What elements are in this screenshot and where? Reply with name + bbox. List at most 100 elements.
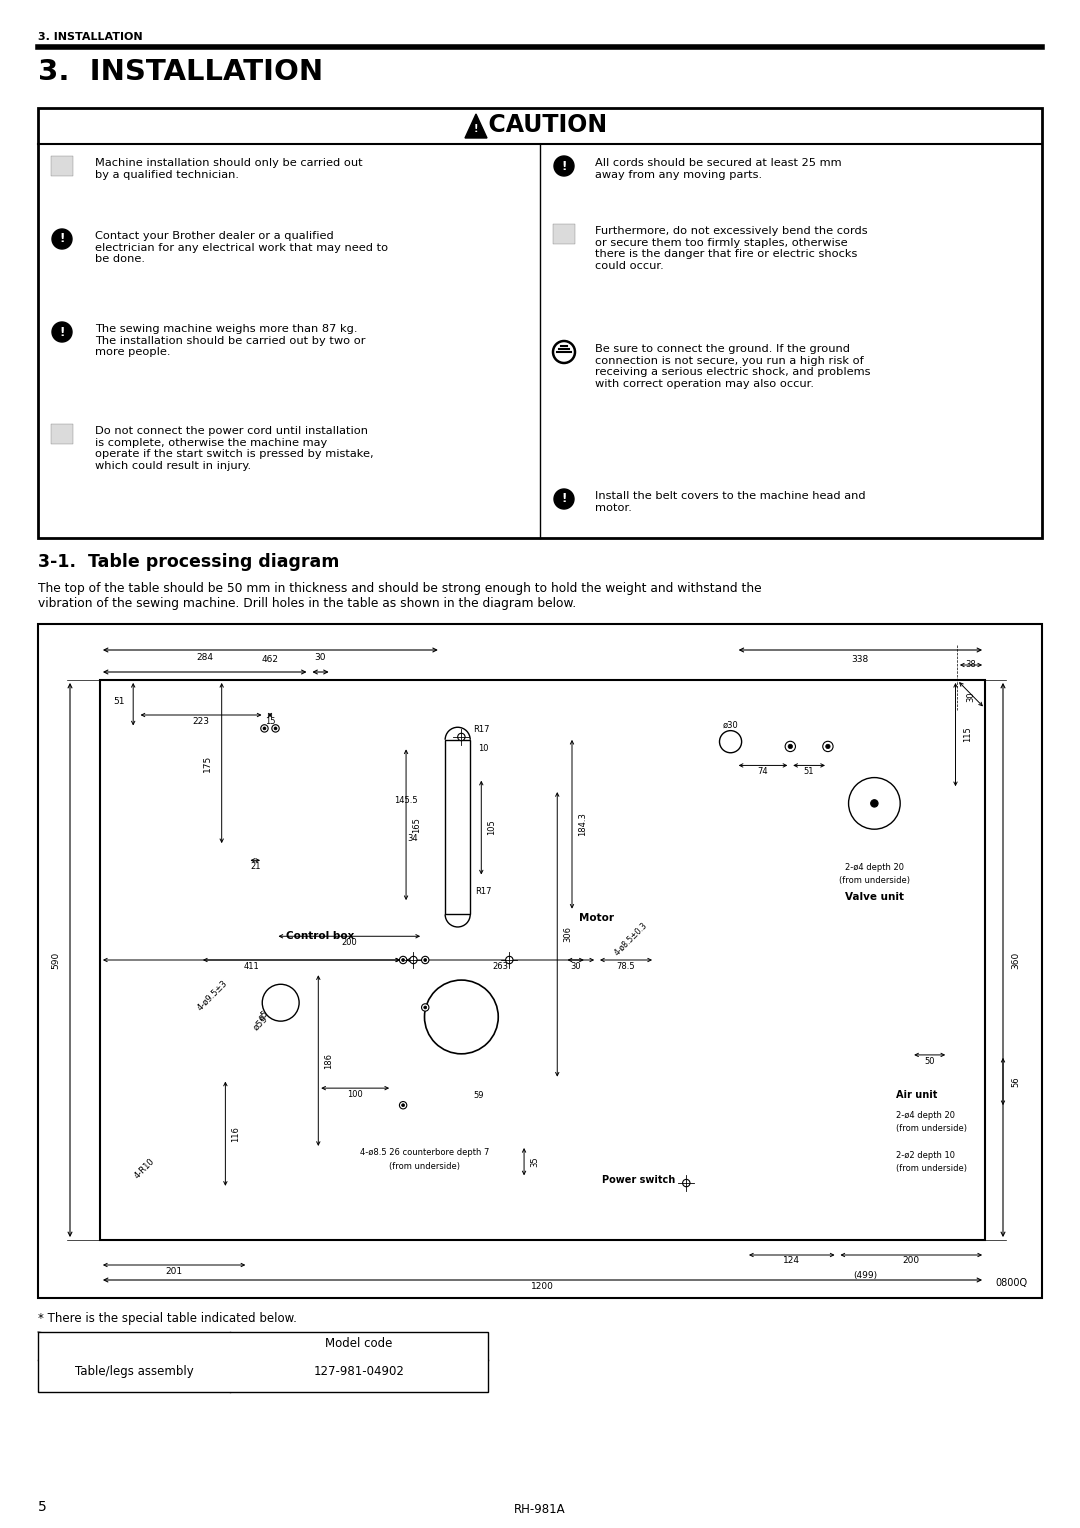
Circle shape [423,1005,427,1008]
Circle shape [409,957,417,964]
Circle shape [262,984,299,1021]
Text: 51: 51 [804,767,814,776]
Text: 590: 590 [51,952,60,969]
Text: Air unit: Air unit [896,1089,937,1100]
Text: 200: 200 [903,1256,920,1265]
Text: 2-ø4 depth 20: 2-ø4 depth 20 [845,863,904,872]
Circle shape [274,727,276,730]
Text: 2-ø2 depth 10: 2-ø2 depth 10 [896,1151,956,1160]
Circle shape [52,229,72,249]
Bar [38,1332,488,1392]
Text: 411: 411 [244,963,259,970]
Text: 0800Q: 0800Q [995,1277,1027,1288]
Text: 30: 30 [314,652,326,662]
Text: 124: 124 [783,1256,800,1265]
Circle shape [421,1004,429,1012]
Text: !: ! [562,159,567,173]
Text: 74: 74 [758,767,768,776]
Text: !: ! [474,124,478,134]
Text: 38: 38 [966,660,976,669]
Text: (from underside): (from underside) [839,876,909,885]
Text: 78.5: 78.5 [617,963,635,970]
Text: 4-ø8.5 26 counterbore depth 7: 4-ø8.5 26 counterbore depth 7 [360,1148,489,1157]
Circle shape [400,957,407,964]
Text: 338: 338 [852,656,869,665]
Text: (from underside): (from underside) [896,1123,968,1132]
Text: 35: 35 [530,1157,539,1167]
Text: ø59: ø59 [252,1013,270,1031]
Text: !: ! [562,492,567,506]
Text: 50: 50 [924,1057,935,1067]
Text: ø100: ø100 [453,1013,475,1021]
Text: 165: 165 [413,817,421,833]
Text: Be sure to connect the ground. If the ground
connection is not secure, you run a: Be sure to connect the ground. If the gr… [595,344,870,388]
Bar [51,156,73,176]
Circle shape [264,727,266,730]
Text: Power switch: Power switch [602,1175,675,1186]
Text: Do not connect the power cord until installation
is complete, otherwise the mach: Do not connect the power cord until inst… [95,426,374,471]
Text: (from underside): (from underside) [389,1161,460,1170]
Bar [51,425,73,445]
Text: 3. INSTALLATION: 3. INSTALLATION [38,32,143,41]
Text: Install the belt covers to the machine head and
motor.: Install the belt covers to the machine h… [595,490,866,512]
Text: 284: 284 [197,652,213,662]
Text: 115: 115 [963,727,972,743]
Circle shape [260,724,268,732]
Text: 34: 34 [407,834,418,843]
Circle shape [402,958,405,961]
Circle shape [554,156,573,176]
Circle shape [554,489,573,509]
Text: * There is the special table indicated below.: * There is the special table indicated b… [38,1313,297,1325]
Bar [38,623,1042,1297]
Text: RH-981A: RH-981A [514,1504,566,1516]
Text: 116: 116 [231,1126,241,1141]
Text: 56: 56 [1011,1076,1020,1086]
Text: Machine installation should only be carried out
by a qualified technician.: Machine installation should only be carr… [95,157,363,180]
Text: 4-ø8.5±0.3: 4-ø8.5±0.3 [612,921,649,957]
Text: 127-981-04902: 127-981-04902 [313,1365,404,1378]
Circle shape [421,957,429,964]
Circle shape [272,724,280,732]
Circle shape [423,958,427,961]
Text: 306: 306 [564,926,572,943]
Circle shape [505,957,513,964]
Text: 10: 10 [478,744,489,753]
Text: 360: 360 [1011,952,1020,969]
Circle shape [788,744,793,749]
Text: Model code: Model code [325,1337,393,1351]
Bar [38,108,1042,538]
Circle shape [400,1102,407,1109]
Text: 1200: 1200 [531,1282,554,1291]
Text: Control box: Control box [285,931,354,941]
Text: R17: R17 [473,724,489,733]
Circle shape [823,741,833,752]
Text: 30: 30 [967,691,975,701]
Text: 105: 105 [487,819,497,836]
Text: Contact your Brother dealer or a qualified
electrician for any electrical work t: Contact your Brother dealer or a qualifi… [95,231,388,264]
Circle shape [402,1103,405,1106]
Text: 4-R10: 4-R10 [133,1157,157,1180]
Text: Furthermore, do not excessively bend the cords
or secure them too firmly staples: Furthermore, do not excessively bend the… [595,226,867,270]
Text: Valve unit: Valve unit [845,892,904,902]
Text: ø59: ø59 [257,1005,274,1022]
Text: 2-ø4 depth 20: 2-ø4 depth 20 [896,1111,956,1120]
Text: 186: 186 [324,1053,334,1068]
Text: 3-1.  Table processing diagram: 3-1. Table processing diagram [38,553,339,571]
Text: The sewing machine weighs more than 87 kg.
The installation should be carried ou: The sewing machine weighs more than 87 k… [95,324,365,358]
Text: Table/legs assembly: Table/legs assembly [75,1365,193,1378]
Text: 30: 30 [570,963,581,970]
Bar [100,680,985,1241]
Text: 201: 201 [165,1267,183,1276]
Circle shape [458,733,465,741]
Circle shape [553,341,575,364]
Circle shape [52,322,72,342]
Circle shape [424,979,498,1054]
Text: 5: 5 [38,1500,46,1514]
Text: (from underside): (from underside) [896,1164,968,1172]
Text: 184.3: 184.3 [578,813,588,836]
Bar [445,740,470,914]
Polygon shape [465,115,487,138]
Circle shape [826,744,831,749]
Circle shape [870,799,878,807]
Circle shape [719,730,742,753]
